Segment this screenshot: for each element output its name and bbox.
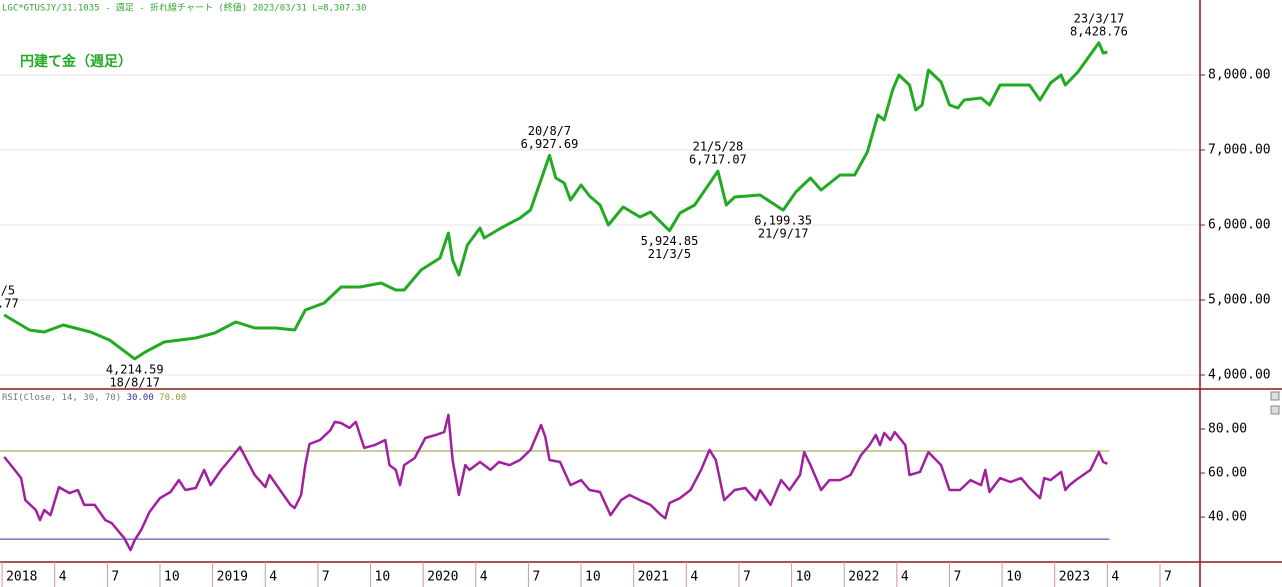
annotation: 4,214.59 bbox=[106, 362, 164, 376]
y-tick-label: 60.00 bbox=[1208, 466, 1247, 481]
annotation: 6,199.35 bbox=[754, 214, 812, 228]
x-tick-label: 7 bbox=[111, 570, 119, 585]
annotation: 8,428.76 bbox=[1070, 24, 1128, 38]
chart-title: 円建て金（週足） bbox=[20, 53, 132, 70]
y-tick-label: 6,000.00 bbox=[1208, 218, 1271, 233]
data-line bbox=[3, 413, 1108, 552]
rsi-header: RSI(Close, 14, 30, 70) 30.00 70.00 bbox=[2, 393, 186, 403]
annotation: 21/3/5 bbox=[648, 247, 691, 261]
x-tick-label: 4 bbox=[480, 570, 488, 585]
annotation: 1/5 bbox=[0, 284, 15, 298]
x-tick-label: 2022 bbox=[848, 570, 879, 585]
annotation: 6,717.07 bbox=[689, 153, 747, 167]
x-tick-label: 4 bbox=[269, 570, 277, 585]
x-tick-label: 7 bbox=[743, 570, 751, 585]
x-tick-label: 7 bbox=[322, 570, 330, 585]
annotation: 5,924.85 bbox=[641, 234, 699, 248]
x-tick-label: 2023 bbox=[1059, 570, 1090, 585]
y-tick-label: 4,000.00 bbox=[1208, 368, 1271, 383]
x-tick-label: 10 bbox=[375, 570, 391, 585]
x-tick-label: 10 bbox=[585, 570, 601, 585]
rsi-level: 70.00 bbox=[159, 393, 186, 403]
x-tick-label: 2018 bbox=[6, 570, 37, 585]
annotation: 6,927.69 bbox=[521, 137, 579, 151]
x-tick-label: 10 bbox=[796, 570, 812, 585]
x-tick-label: 7 bbox=[1164, 570, 1172, 585]
x-tick-label: 2019 bbox=[217, 570, 248, 585]
y-tick-label: 8,000.00 bbox=[1208, 68, 1271, 83]
x-tick-label: 4 bbox=[59, 570, 67, 585]
y-tick-label: 40.00 bbox=[1208, 510, 1247, 525]
x-tick-label: 4 bbox=[1111, 570, 1119, 585]
annotation: 23/3/17 bbox=[1074, 11, 1125, 25]
x-tick-label: 4 bbox=[690, 570, 698, 585]
x-tick-label: 10 bbox=[164, 570, 180, 585]
x-tick-label: 10 bbox=[1006, 570, 1022, 585]
x-tick-label: 7 bbox=[953, 570, 961, 585]
y-tick-label: 7,000.00 bbox=[1208, 143, 1271, 158]
x-tick-label: 7 bbox=[532, 570, 540, 585]
chart-header: LGC*GTUSJY/31.1035 - 週足 - 折れ線チャート (終値) 2… bbox=[2, 2, 366, 14]
annotation: 7.77 bbox=[0, 297, 19, 311]
y-tick-label: 5,000.00 bbox=[1208, 293, 1271, 308]
rsi-level: 30.00 bbox=[127, 393, 154, 403]
annotation: 18/8/17 bbox=[109, 375, 160, 389]
panel-button[interactable] bbox=[1270, 391, 1280, 401]
annotation: 21/5/28 bbox=[693, 140, 744, 154]
grid-layer bbox=[0, 74, 1200, 376]
rsi-subtitle: RSI(Close, 14, 30, 70) bbox=[2, 393, 121, 403]
panel-button[interactable] bbox=[1270, 405, 1280, 415]
x-tick-label: 4 bbox=[901, 570, 909, 585]
x-tick-label: 2020 bbox=[427, 570, 458, 585]
annotation: 21/9/17 bbox=[758, 227, 809, 241]
x-tick-label: 2021 bbox=[638, 570, 669, 585]
annotation: 20/8/7 bbox=[528, 124, 571, 138]
y-tick-label: 80.00 bbox=[1208, 421, 1247, 436]
data-line bbox=[3, 41, 1108, 361]
